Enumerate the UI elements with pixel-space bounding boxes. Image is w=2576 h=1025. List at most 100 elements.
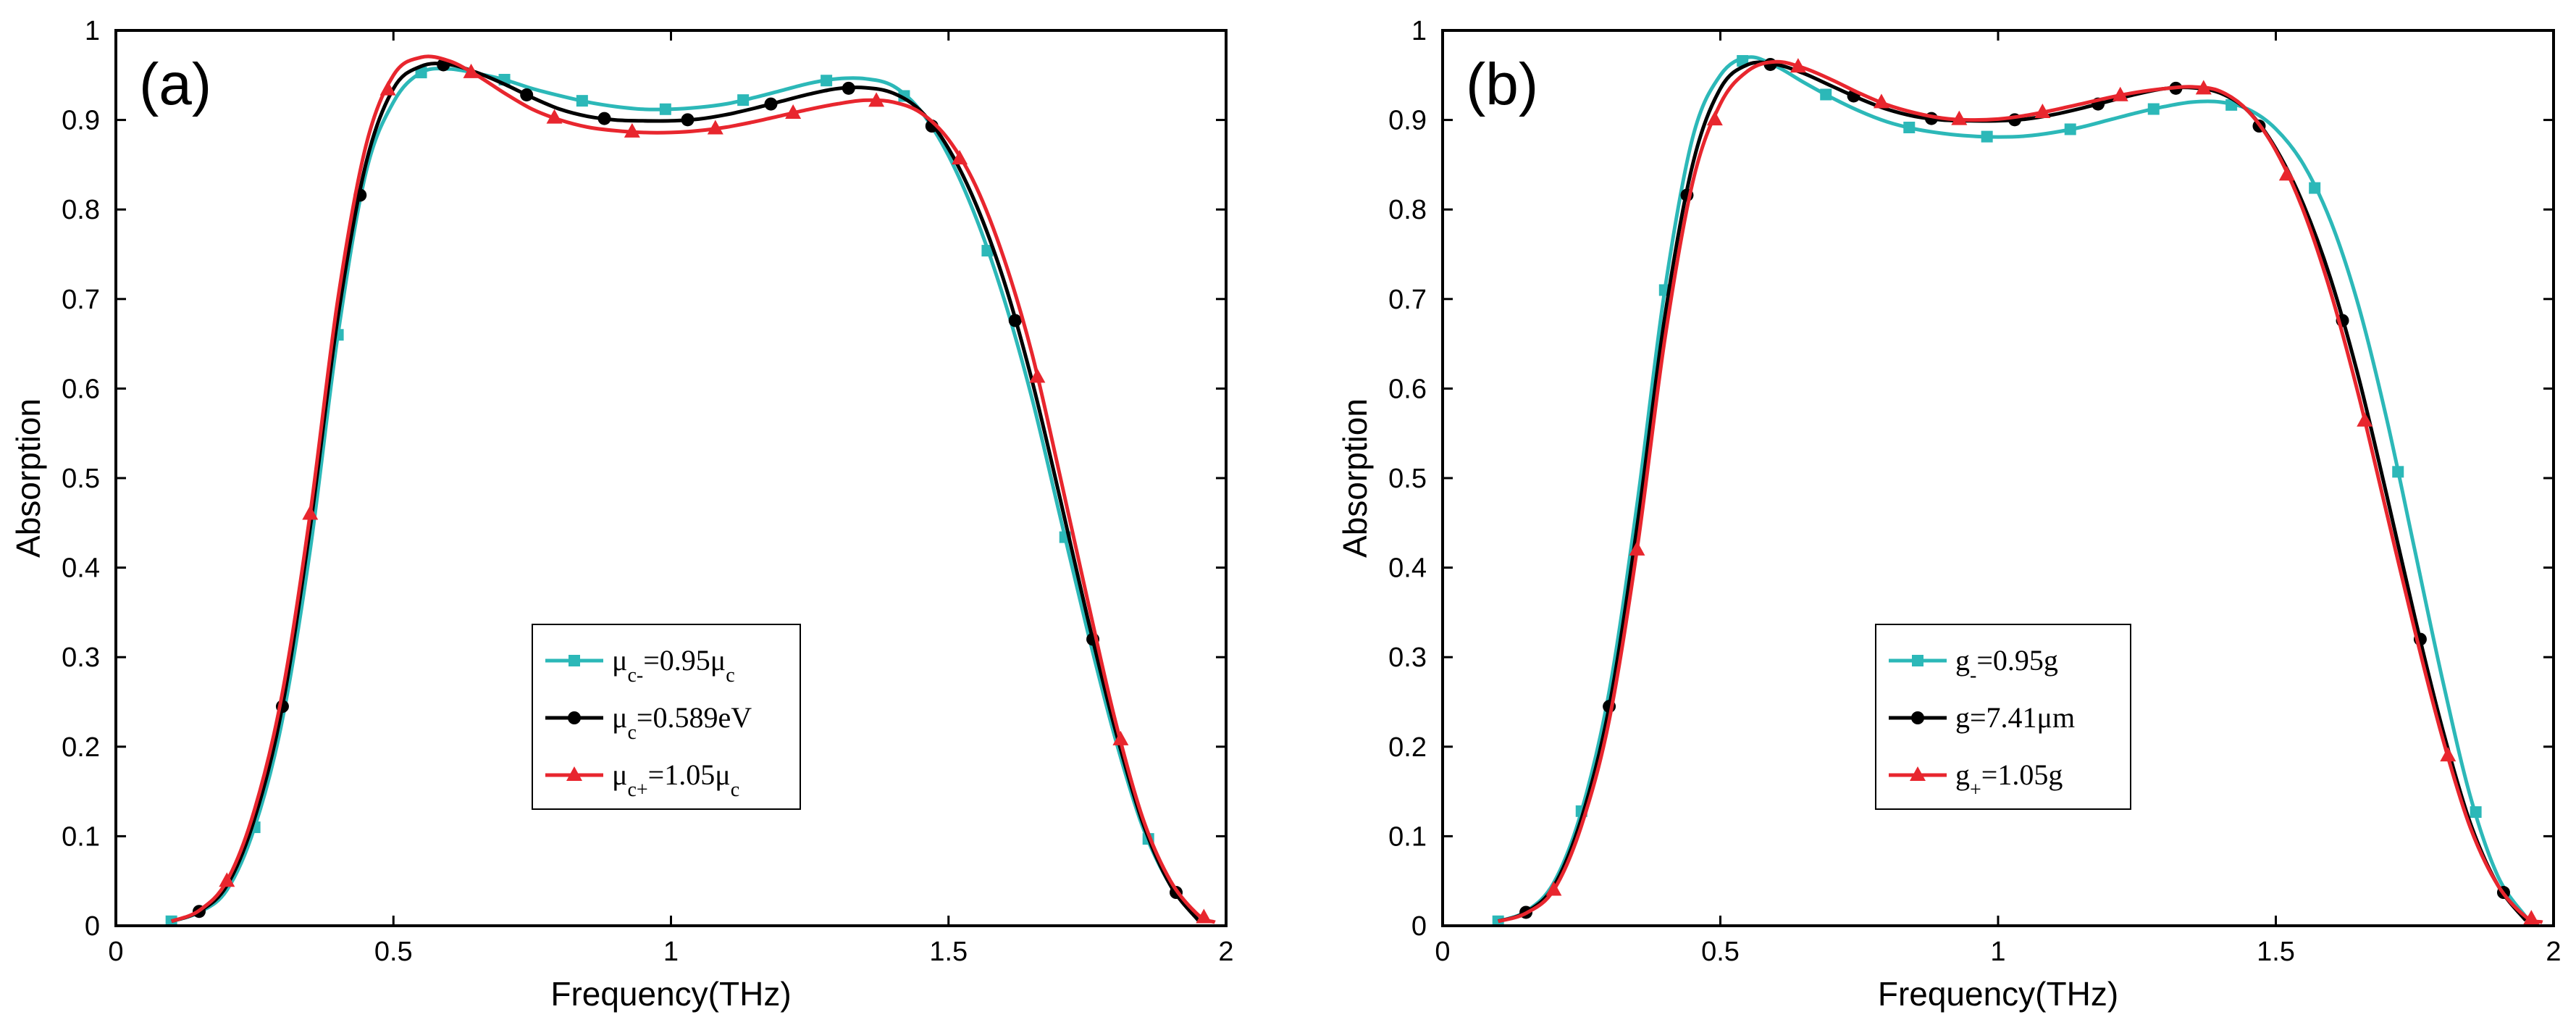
x-tick-label: 0.5 [1701,937,1740,967]
x-tick-label: 1.5 [929,937,968,967]
legend-marker-0 [1912,655,1923,666]
y-axis-label: Absorption [1336,398,1374,558]
legend-marker-2 [1910,766,1926,781]
legend: g-=0.95g g=7.41μm g+=1.05g [1875,624,2131,810]
y-tick-label: 1 [85,16,100,46]
panel-a: 0 0.5 1 1.5 2 0 0.1 0.2 0.3 0.4 0.5 0.6 0.7 0.8 0.9 1 Fr… [9,16,1234,1013]
series-markers-0 [1492,55,2482,927]
series-marker-2 [2195,80,2212,95]
legend-label-1: μc=0.589eV [612,701,752,744]
series-marker-2 [1629,540,1645,556]
series-marker-0 [1981,130,1993,143]
x-tick-label: 1 [1990,937,2005,967]
series-line-2 [1498,59,2543,924]
x-tick-label: 2 [2546,937,2561,967]
series-marker-2 [1790,58,1806,73]
y-tick-label: 0.2 [62,732,100,763]
series-marker-2 [1545,881,1562,896]
series-marker-0 [415,67,427,79]
legend-label-0: μc-=0.95μc [612,644,735,687]
y-tick-label: 0 [1411,911,1427,942]
y-tick-label: 0.1 [1388,821,1427,852]
y-tick-label: 0.4 [62,553,100,584]
x-tick-label: 0 [1435,937,1450,967]
legend-label-2: g+=1.05g [1955,758,2063,801]
series-line-0 [170,67,1200,924]
y-tick-label: 0.7 [1388,285,1427,315]
series-marker-0 [2064,123,2076,135]
series-marker-2 [624,122,640,138]
series-marker-2 [2440,747,2457,762]
series-marker-1 [597,112,611,125]
y-tick-label: 0.8 [1388,195,1427,225]
legend-label-1: g=7.41μm [1955,701,2075,734]
series-marker-2 [1706,111,1723,126]
y-tick-label: 0.7 [62,285,100,315]
y-tick-label: 0.5 [62,464,100,494]
panel-label: (b) [1466,51,1538,117]
y-tick-label: 0.9 [1388,106,1427,136]
series-marker-2 [785,104,802,119]
y-tick-label: 0.4 [1388,553,1427,584]
series-marker-2 [219,872,235,887]
series-markers-2 [1545,58,2540,925]
y-tick-label: 0 [85,911,100,942]
series-marker-2 [2357,411,2373,427]
series-marker-0 [2309,182,2321,194]
series-marker-2 [379,80,396,96]
series-line-0 [1497,55,2527,924]
series-marker-2 [546,109,563,124]
x-tick-label: 1.5 [2257,937,2295,967]
x-tick-label: 2 [1218,937,1233,967]
series-marker-1 [764,97,778,111]
series-line-1 [170,62,1200,924]
series-line-1 [1497,60,2527,924]
y-tick-label: 0.3 [62,643,100,673]
x-tick-label: 0.5 [374,937,413,967]
x-tick-label: 0 [108,937,123,967]
legend-marker-1 [568,711,581,724]
series-marker-2 [1951,110,1968,125]
series-markers-2 [219,63,1212,924]
y-tick-label: 0.3 [1388,643,1427,673]
series-marker-2 [868,92,885,107]
y-tick-label: 0.5 [1388,464,1427,494]
series-marker-0 [1903,121,1916,133]
series-marker-2 [2112,86,2128,101]
series-marker-0 [1820,88,1832,101]
series-marker-0 [821,75,833,87]
series-marker-0 [2392,466,2404,478]
series-marker-2 [952,149,968,164]
series-marker-2 [2034,103,2051,118]
series-marker-1 [681,113,695,127]
y-tick-label: 0.9 [62,106,100,136]
x-axis-label: Frequency(THz) [1878,975,2118,1013]
series-marker-2 [302,505,319,520]
y-axis-label: Absorption [9,398,47,558]
series-marker-2 [707,120,723,135]
series-marker-2 [463,63,479,78]
series-marker-2 [1029,368,1046,383]
y-tick-label: 0.6 [1388,374,1427,404]
legend-label-2: μc+=1.05μc [612,758,739,801]
panel-label: (a) [139,51,211,117]
series-marker-2 [1112,730,1129,745]
x-axis-label: Frequency(THz) [550,975,791,1013]
series-marker-0 [981,245,994,257]
y-tick-label: 1 [1411,16,1427,46]
y-tick-label: 0.8 [62,195,100,225]
series-marker-0 [576,95,588,107]
x-tick-label: 1 [663,937,679,967]
y-tick-label: 0.6 [62,374,100,404]
series-line-2 [170,54,1216,924]
legend-marker-0 [569,655,580,666]
legend: μc-=0.95μc μc=0.589eV μc+=1.05μc [532,624,801,810]
y-tick-label: 0.2 [1388,732,1427,763]
y-tick-label: 0.1 [62,821,100,852]
series-marker-0 [2147,103,2160,115]
series-marker-1 [520,88,534,101]
series-marker-0 [659,103,671,115]
series-marker-2 [2278,166,2295,181]
panel-b: 0 0.5 1 1.5 2 0 0.1 0.2 0.3 0.4 0.5 0.6 0.7 0.8 0.9 1 Fr… [1336,16,2562,1013]
